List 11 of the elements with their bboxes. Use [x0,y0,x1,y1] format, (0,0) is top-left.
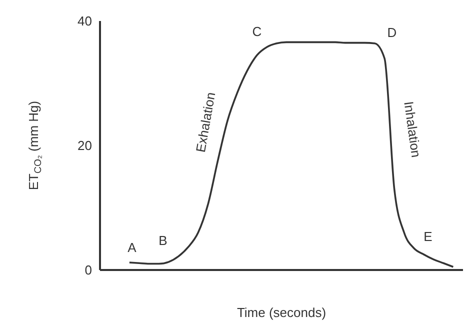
annotation: Exhalation [192,91,218,154]
y-tick-label: 20 [78,138,92,154]
y-tick-label: 0 [84,262,92,278]
annotation: D [387,25,397,40]
annotation: B [158,233,168,248]
annotation: A [128,240,137,255]
annotation: Inhalation [401,100,424,158]
y-tick-label: 40 [78,14,92,29]
annotation: E [424,229,433,244]
annotation: C [252,24,262,39]
x-axis-title: Time (seconds) [236,305,326,320]
